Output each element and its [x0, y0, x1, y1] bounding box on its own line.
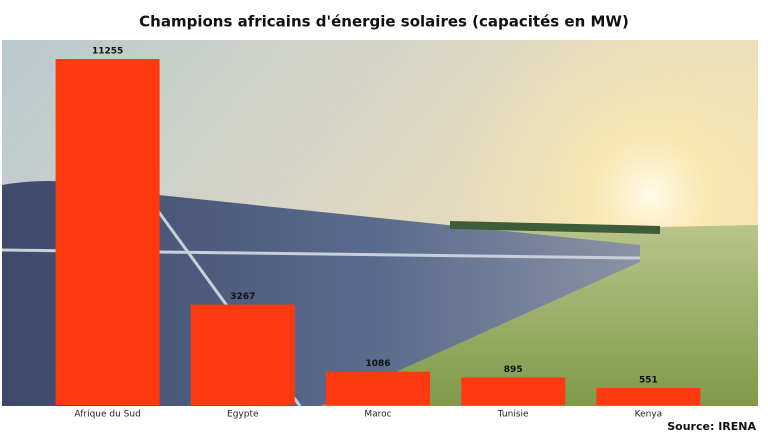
value-label: 895 — [504, 365, 523, 375]
value-label: 551 — [639, 376, 658, 386]
bar — [461, 377, 566, 405]
bar — [326, 371, 430, 405]
chart-title: Champions africains d'énergie solaires (… — [139, 13, 629, 31]
x-tick-label: Tunisie — [497, 410, 529, 420]
x-tick-label: Maroc — [364, 410, 391, 420]
bar — [596, 388, 701, 405]
x-tick-label: Egypte — [227, 410, 259, 420]
x-tick-label: Kenya — [635, 410, 663, 420]
source: Source: IRENA — [667, 420, 756, 433]
value-label: 3267 — [230, 292, 255, 302]
bar — [190, 304, 295, 405]
x-tick-label: Afrique du Sud — [74, 410, 140, 420]
bar — [55, 59, 160, 405]
value-label: 11255 — [92, 47, 123, 57]
value-label: 1086 — [365, 359, 390, 369]
